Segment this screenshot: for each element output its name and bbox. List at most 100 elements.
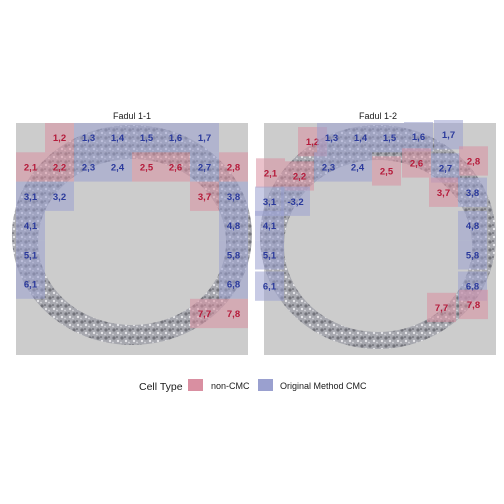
cell-1-5	[132, 123, 161, 153]
cell-label: 7,7	[435, 303, 448, 314]
cell-4-1	[16, 210, 45, 241]
cell-1-2	[45, 123, 74, 153]
cell-label: 1,3	[325, 133, 338, 144]
cell-3-8	[219, 181, 248, 211]
cell-1-7	[190, 123, 219, 153]
cell-6-1	[16, 269, 45, 299]
cell-5-8	[219, 240, 248, 270]
cell-2-8	[219, 152, 248, 182]
cell-3-8	[458, 177, 487, 207]
cell-2-1	[16, 152, 45, 182]
cell-1-4	[346, 123, 375, 153]
cell-3-1	[16, 181, 45, 211]
cell-label: 5,1	[263, 250, 277, 261]
cell-label: 6,8	[227, 280, 240, 291]
cell-label: 3,8	[466, 188, 479, 199]
cell-label: 1,6	[412, 132, 425, 143]
cell-3-7	[429, 177, 458, 207]
cell-7-7	[190, 298, 219, 329]
cell-label: 2,4	[111, 162, 125, 173]
cell-label: 1,3	[82, 133, 95, 144]
cell-5-8	[458, 240, 487, 270]
cell-2-3	[314, 152, 343, 182]
cell-label: 1,2	[306, 137, 319, 148]
cell-label: 2,1	[264, 168, 278, 179]
cell-label: 1,7	[198, 133, 211, 144]
cell-label: 7,8	[467, 300, 480, 311]
cell-label: 2,8	[467, 156, 480, 167]
cell-1-7	[434, 120, 463, 150]
cell-label: 5,8	[227, 250, 240, 261]
legend-label-original-method-cmc: Original Method CMC	[280, 381, 367, 391]
cell-label: 3,8	[227, 192, 240, 203]
cell-7-8	[459, 289, 488, 320]
cell-label: 3,2	[53, 192, 66, 203]
cell-grid: 1,2 1,3 1,4 1,5 1,6 1,7 2,1 2,2 2,3 2,4 2,5 2,6 2,7 2…	[255, 120, 488, 323]
cell-grid: 1,2 1,3 1,4 1,5 1,6 1,7 2,1 2,2 2,3 2,4 2,5 2,6 2,7 2…	[16, 123, 248, 329]
cell-2-6	[402, 148, 431, 178]
cell-label: 4,1	[24, 221, 38, 232]
cell-6-8	[219, 269, 248, 299]
cell-label: 2,7	[439, 163, 452, 174]
cell-2-3	[74, 152, 103, 182]
cell-neg3-2	[281, 186, 310, 216]
panel-title: Fadul 1-2	[359, 111, 397, 121]
cell-2-5	[132, 152, 161, 182]
cell-label: 5,8	[466, 250, 479, 261]
cell-2-8	[459, 146, 488, 176]
legend-label-non-cmc: non-CMC	[211, 381, 250, 391]
cell-label: 1,7	[442, 130, 455, 141]
cell-label: 2,1	[24, 162, 38, 173]
cell-2-2	[285, 161, 314, 191]
cell-2-1	[256, 158, 285, 188]
cell-label: 1,6	[169, 133, 182, 144]
cell-label: 4,1	[263, 221, 277, 232]
cell-label: 7,7	[198, 309, 211, 320]
legend-swatch-original-method-cmc	[258, 379, 273, 391]
cell-label: 1,2	[53, 133, 66, 144]
cell-label: 4,8	[466, 221, 479, 232]
cell-1-3	[317, 123, 346, 153]
cell-label: 1,5	[140, 133, 154, 144]
cell-3-2	[45, 181, 74, 211]
cell-4-1	[255, 210, 284, 241]
cell-4-8	[219, 210, 248, 241]
cell-label: 2,4	[351, 162, 365, 173]
cell-label: 3,7	[437, 188, 450, 199]
cell-1-6	[161, 123, 190, 153]
legend-swatch-non-cmc	[188, 379, 203, 391]
cell-2-5	[372, 156, 401, 186]
cell-label: 1,4	[354, 133, 368, 144]
cell-label: 2,8	[227, 162, 240, 173]
cell-label: 2,5	[140, 162, 154, 173]
legend-title: Cell Type	[139, 381, 183, 393]
cell-1-6	[404, 122, 433, 152]
cell-label: 1,5	[383, 133, 397, 144]
cell-1-4	[103, 123, 132, 153]
cell-2-7	[190, 152, 219, 182]
cell-label: 3,1	[263, 197, 277, 208]
legend: Cell Type non-CMC Original Method CMC	[139, 379, 367, 393]
cell-label: 6,1	[263, 282, 277, 293]
cell-label: 1,4	[111, 133, 125, 144]
cell-3-7	[190, 181, 219, 211]
panel-title: Fadul 1-1	[113, 111, 151, 121]
cell-label: 2,2	[293, 171, 306, 182]
cell-7-7	[427, 292, 456, 323]
panel-fadul-1-2: Fadul 1-2 1,2 1,3 1,4 1,5 1,6 1,7 2,1 2,2 2,3 2,4…	[255, 111, 496, 355]
cell-4-8	[458, 210, 487, 241]
cell-2-2	[45, 152, 74, 182]
cell-label: 2,2	[53, 162, 66, 173]
cell-label: 2,3	[322, 162, 335, 173]
cell-6-1	[255, 271, 284, 301]
cell-label: 2,6	[169, 162, 182, 173]
cell-5-1	[16, 240, 45, 270]
cell-label: 2,5	[380, 166, 394, 177]
cell-label: 3,7	[198, 192, 211, 203]
cell-2-6	[161, 152, 190, 182]
cell-label: -3,2	[287, 197, 303, 208]
cell-label: 6,1	[24, 280, 38, 291]
cell-label: 5,1	[24, 250, 38, 261]
